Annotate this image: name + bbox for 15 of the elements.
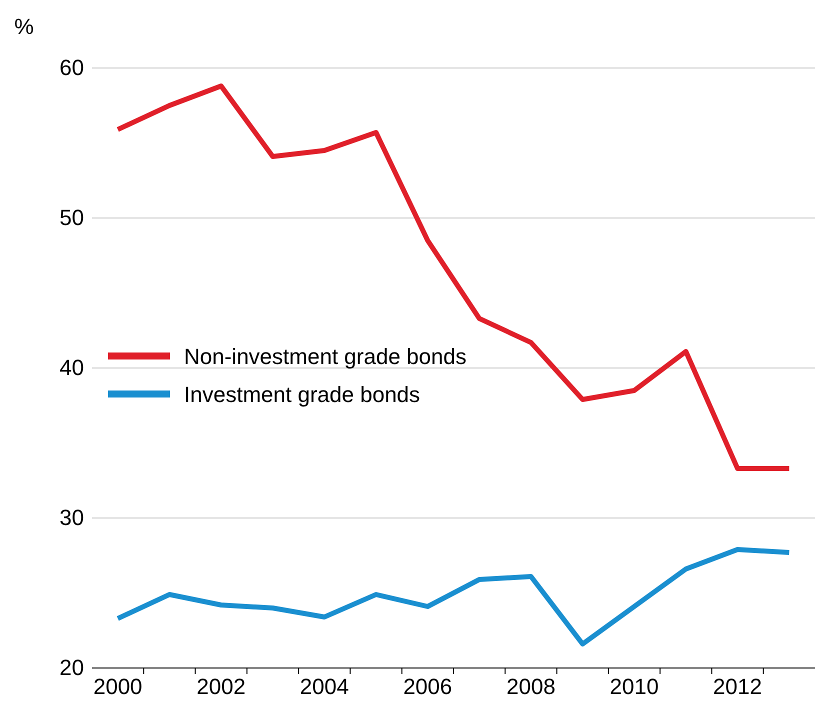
x-tick-label: 2000 — [93, 674, 142, 699]
x-tick-label: 2010 — [610, 674, 659, 699]
x-tick-label: 2008 — [506, 674, 556, 699]
y-tick-label: 40 — [60, 355, 84, 380]
x-tick-label: 2002 — [196, 674, 246, 699]
y-tick-label: 50 — [60, 205, 84, 230]
y-tick-label: 20 — [60, 655, 84, 680]
y-axis-title: % — [14, 14, 34, 39]
x-tick-label: 2006 — [403, 674, 452, 699]
x-tick-label: 2004 — [300, 674, 349, 699]
x-tick-label: 2012 — [713, 674, 762, 699]
legend-label: Investment grade bonds — [184, 382, 420, 407]
y-tick-label: 60 — [60, 55, 84, 80]
legend-label: Non-investment grade bonds — [184, 344, 466, 369]
y-tick-label: 30 — [60, 505, 84, 530]
